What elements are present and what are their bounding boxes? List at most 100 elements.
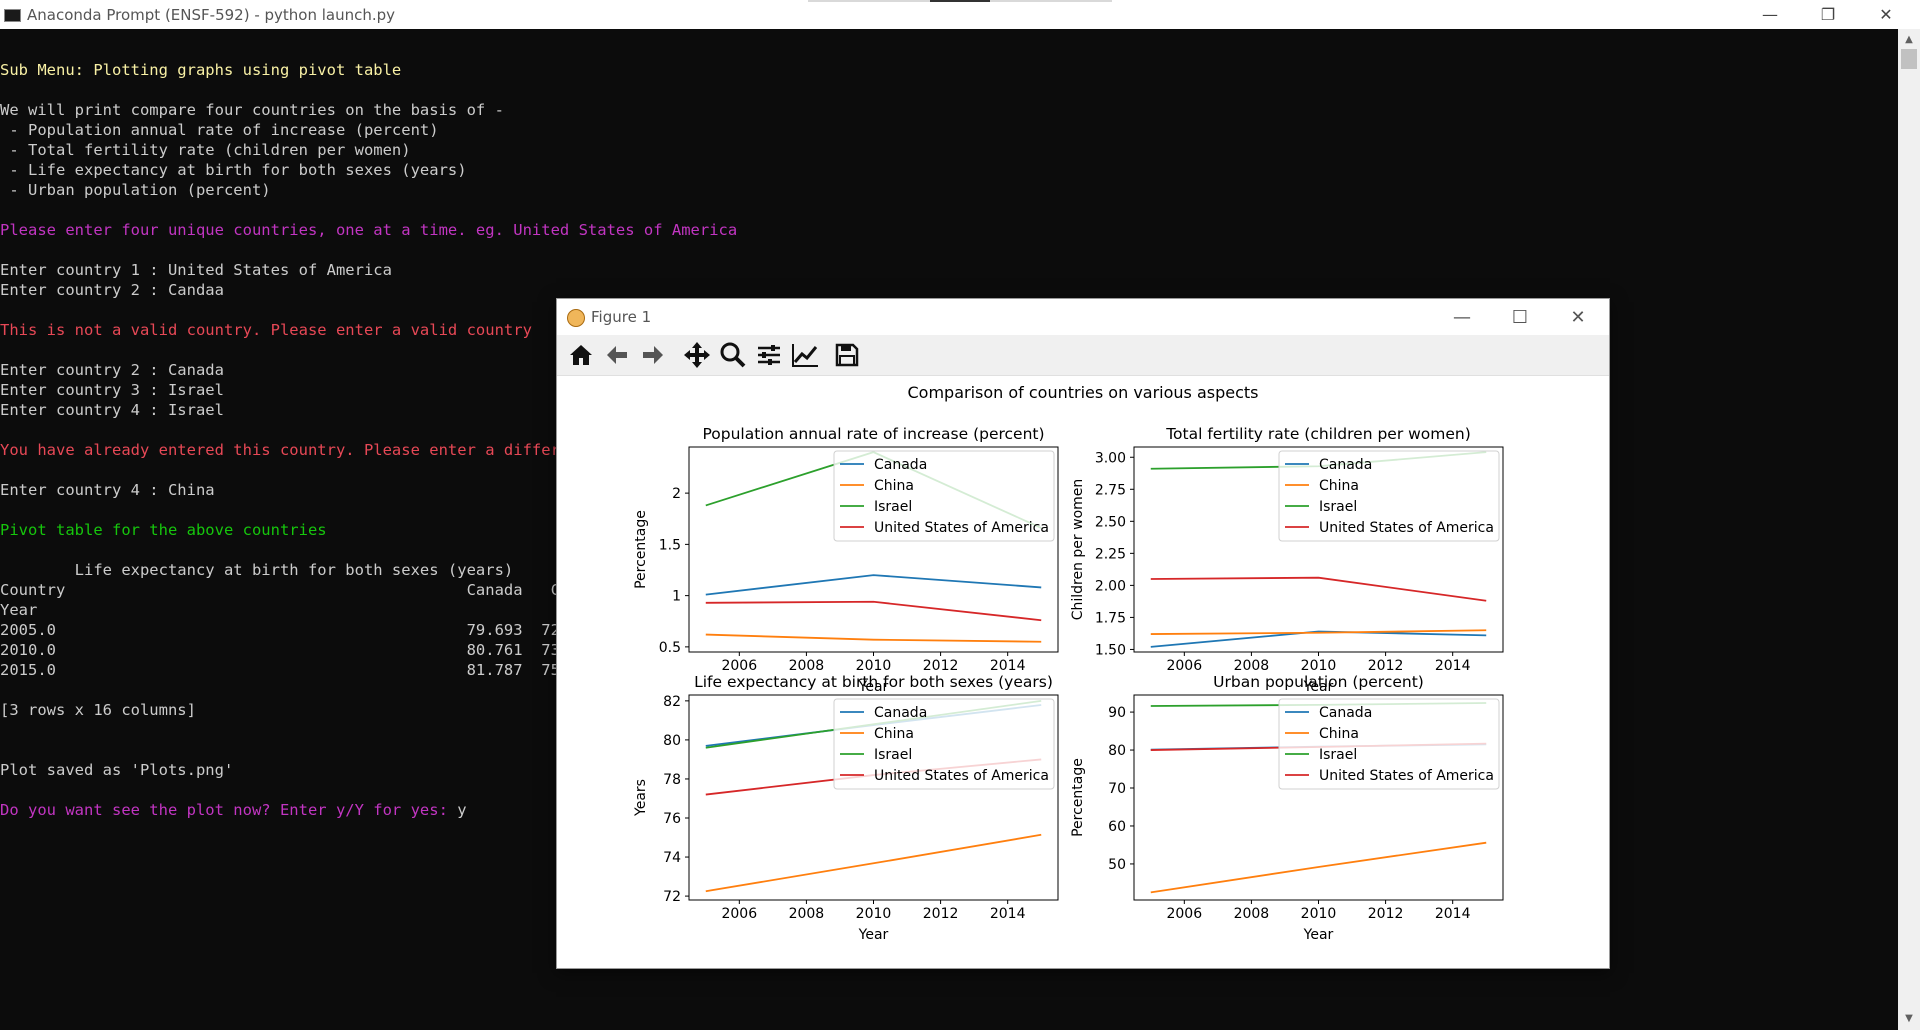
y-tick-label: 1.5 bbox=[659, 537, 681, 553]
console-line: We will print compare four countries on … bbox=[0, 100, 504, 120]
legend-label: China bbox=[874, 478, 914, 494]
console-line-text: Enter country 4 : Israel bbox=[0, 401, 224, 419]
series-line-canada bbox=[705, 574, 1042, 596]
subplot-1: 2006 2008 2010 2012 2014 0.5 1 1.5 2 Population a… bbox=[633, 425, 1059, 695]
zoom-button[interactable] bbox=[717, 339, 749, 371]
legend-label: Israel bbox=[1319, 499, 1357, 515]
figure-minimize-button[interactable]: — bbox=[1433, 299, 1491, 335]
console-line: - Total fertility rate (children per wom… bbox=[0, 140, 410, 160]
zoom-icon bbox=[720, 342, 746, 368]
x-tick-label: 2010 bbox=[856, 906, 892, 922]
console-line: Enter country 3 : Israel bbox=[0, 380, 224, 400]
y-tick-label: 2.25 bbox=[1095, 546, 1126, 562]
close-icon: ✕ bbox=[1879, 5, 1893, 24]
legend-label: Israel bbox=[874, 747, 912, 763]
x-tick-label: 2010 bbox=[1301, 906, 1337, 922]
console-line: 2015.0 81.787 75.14 bbox=[0, 660, 588, 680]
save-button[interactable] bbox=[831, 339, 863, 371]
series-line-china bbox=[705, 633, 1042, 643]
restore-icon: ❐ bbox=[1820, 5, 1836, 24]
x-tick-label: 2010 bbox=[856, 658, 892, 674]
restore-button[interactable]: ❐ bbox=[1805, 0, 1851, 29]
configure-subplots-button[interactable] bbox=[753, 339, 785, 371]
figure-maximize-button[interactable]: ☐ bbox=[1491, 299, 1549, 335]
console-line: You have already entered this country. P… bbox=[0, 440, 579, 460]
x-tick-label: 2006 bbox=[1166, 906, 1202, 922]
console-title: Anaconda Prompt (ENSF-592) - python laun… bbox=[27, 6, 396, 24]
scrollbar-thumb[interactable] bbox=[1901, 49, 1917, 69]
pan-button[interactable] bbox=[681, 339, 713, 371]
console-line: Enter country 2 : Canada bbox=[0, 360, 224, 380]
console-line: Pivot table for the above countries bbox=[0, 520, 327, 540]
series-line-china bbox=[705, 833, 1042, 893]
legend-box bbox=[833, 450, 1055, 542]
matplotlib-logo-icon bbox=[567, 309, 585, 327]
console-line: Please enter four unique countries, one … bbox=[0, 220, 737, 240]
series-line-china bbox=[1150, 629, 1487, 635]
console-line-text: [3 rows x 16 columns] bbox=[0, 701, 196, 719]
forward-button[interactable] bbox=[637, 339, 669, 371]
figure-suptitle: Comparison of countries on various aspec… bbox=[907, 383, 1258, 402]
x-tick-label: 2012 bbox=[923, 906, 959, 922]
x-tick-label: 2006 bbox=[721, 658, 757, 674]
legend: Canada China Israel United States of Americ… bbox=[833, 450, 1055, 542]
legend-label: China bbox=[1319, 478, 1359, 494]
edit-axis-button[interactable] bbox=[789, 339, 821, 371]
y-tick-label: 3.00 bbox=[1095, 450, 1126, 466]
y-tick-label: 74 bbox=[663, 850, 681, 866]
forward-arrow-icon bbox=[643, 346, 663, 364]
y-tick-label: 80 bbox=[1108, 743, 1126, 759]
console-line-text: Country Canada Chin bbox=[0, 581, 588, 599]
console-line-text: This is not a valid country. Please ente… bbox=[0, 321, 532, 339]
figure-titlebar: Figure 1 — ☐ ✕ bbox=[557, 299, 1609, 335]
subplot-title: Urban population (percent) bbox=[1213, 673, 1424, 691]
legend-label: United States of America bbox=[1319, 768, 1494, 784]
console-line: Do you want see the plot now? Enter y/Y … bbox=[0, 800, 467, 820]
legend-label: United States of America bbox=[874, 520, 1049, 536]
x-tick-label: 2014 bbox=[990, 906, 1026, 922]
scroll-up-icon[interactable]: ▲ bbox=[1905, 34, 1913, 45]
console-line: Enter country 4 : Israel bbox=[0, 400, 224, 420]
x-tick-label: 2006 bbox=[721, 906, 757, 922]
x-tick-label: 2008 bbox=[789, 658, 825, 674]
subplot-title: Total fertility rate (children per women… bbox=[1165, 425, 1471, 443]
x-tick-label: 2008 bbox=[1234, 906, 1270, 922]
figure-plot-area[interactable]: Comparison of countries on various aspec… bbox=[557, 376, 1609, 968]
y-tick-label: 82 bbox=[663, 694, 681, 710]
figure-window[interactable]: Figure 1 — ☐ ✕ Comparison of bbox=[556, 298, 1610, 969]
figure-canvas[interactable]: Comparison of countries on various aspec… bbox=[557, 376, 1609, 968]
y-tick-label: 1.75 bbox=[1095, 610, 1126, 626]
console-line-text: Enter country 3 : Israel bbox=[0, 381, 224, 399]
console-line: Enter country 2 : Candaa bbox=[0, 280, 224, 300]
console-line: Enter country 1 : United States of Ameri… bbox=[0, 260, 392, 280]
back-arrow-icon bbox=[607, 346, 627, 364]
y-tick-label: 2.75 bbox=[1095, 482, 1126, 498]
back-button[interactable] bbox=[601, 339, 633, 371]
console-line-text: Plot saved as 'Plots.png' bbox=[0, 761, 234, 779]
console-line: 2005.0 79.693 72.25 bbox=[0, 620, 588, 640]
scroll-down-icon[interactable]: ▼ bbox=[1905, 1013, 1913, 1024]
legend-label: Israel bbox=[1319, 747, 1357, 763]
home-button[interactable] bbox=[565, 339, 597, 371]
legend: Canada China Israel United States of Americ… bbox=[833, 698, 1055, 790]
console-scrollbar[interactable]: ▲ ▼ bbox=[1898, 29, 1920, 1030]
edit-axis-icon bbox=[792, 344, 818, 367]
active-tab-indicator bbox=[930, 0, 990, 2]
minimize-button[interactable]: — bbox=[1747, 0, 1793, 29]
y-tick-label: 80 bbox=[663, 733, 681, 749]
pan-icon bbox=[684, 342, 710, 368]
close-button[interactable]: ✕ bbox=[1863, 0, 1909, 29]
y-tick-label: 1 bbox=[672, 589, 681, 605]
y-axis-label: Years bbox=[633, 779, 649, 817]
console-line: - Urban population (percent) bbox=[0, 180, 270, 200]
x-tick-label: 2008 bbox=[1234, 658, 1270, 674]
y-tick-label: 2.50 bbox=[1095, 514, 1126, 530]
console-line: Country Canada Chin bbox=[0, 580, 588, 600]
legend-box bbox=[1278, 698, 1500, 790]
figure-close-button[interactable]: ✕ bbox=[1549, 299, 1607, 335]
x-tick-label: 2012 bbox=[1368, 906, 1404, 922]
close-icon: ✕ bbox=[1570, 306, 1586, 328]
tab-strip bbox=[808, 0, 1112, 2]
y-tick-label: 0.5 bbox=[659, 640, 681, 656]
console-line-text: 2010.0 80.761 73.68 bbox=[0, 641, 588, 659]
